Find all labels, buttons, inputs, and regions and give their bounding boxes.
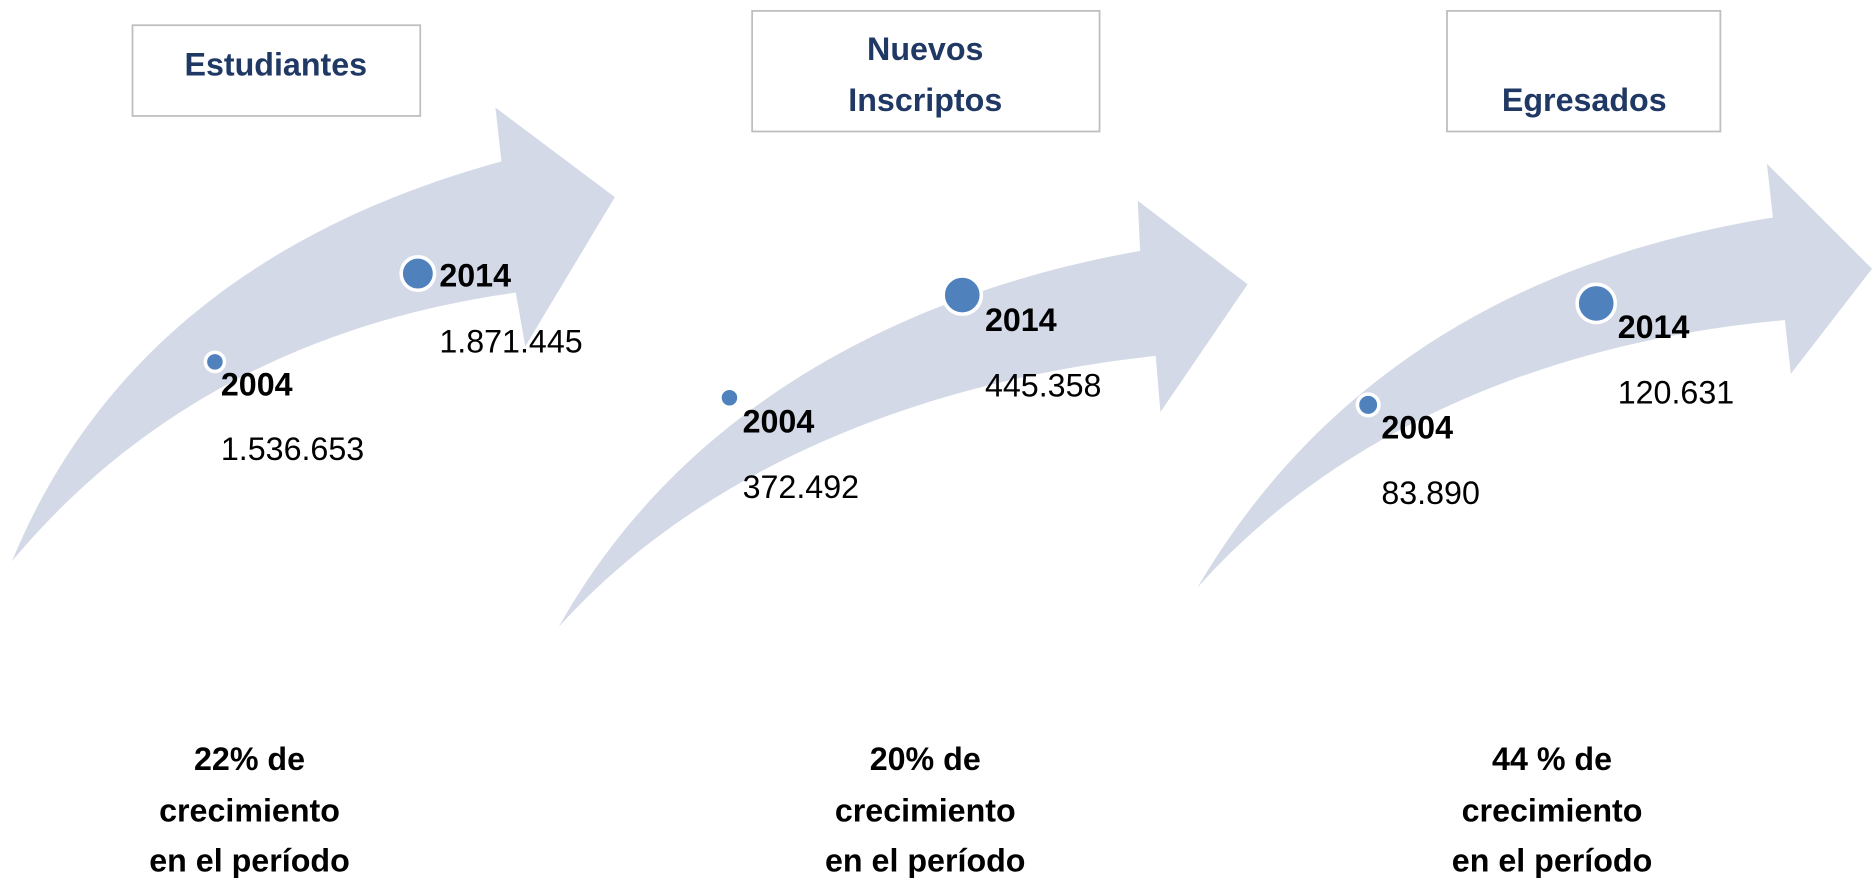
growth: crecimiento xyxy=(159,793,340,829)
panel-title: Estudiantes xyxy=(184,46,367,82)
year: 2004 xyxy=(743,403,815,439)
value: 445.358 xyxy=(985,368,1101,404)
growth: 44 % de xyxy=(1492,741,1612,777)
title-box xyxy=(751,10,1101,133)
arrow xyxy=(1197,163,1872,588)
title-box xyxy=(131,24,422,117)
panel: Estudiantes 2004 1.536.653 2014 1.871.44… xyxy=(11,24,615,879)
arrow xyxy=(11,107,615,562)
year: 2014 xyxy=(439,258,511,294)
growth: en el período xyxy=(149,843,350,879)
year: 2014 xyxy=(1618,309,1690,345)
panel-title: Inscriptos xyxy=(848,82,1002,118)
growth: 20% de xyxy=(870,741,981,777)
arrow xyxy=(558,200,1248,627)
dot xyxy=(1355,392,1381,418)
panel: Egresados 2004 83.890 2014 120.631 44 % … xyxy=(1197,10,1872,879)
dot xyxy=(203,350,227,374)
dot xyxy=(941,274,984,316)
panel-title: Egresados xyxy=(1502,82,1667,118)
year: 2004 xyxy=(221,366,293,402)
dot xyxy=(399,255,437,293)
value: 83.890 xyxy=(1381,475,1480,511)
year: 2004 xyxy=(1381,409,1453,445)
value: 1.871.445 xyxy=(439,323,582,359)
dot xyxy=(1575,282,1618,325)
year: 2014 xyxy=(985,302,1057,338)
dot xyxy=(718,386,741,410)
growth: en el período xyxy=(1452,843,1653,879)
value: 1.536.653 xyxy=(221,431,364,467)
growth: en el período xyxy=(825,843,1026,879)
value: 120.631 xyxy=(1618,375,1734,411)
title-box xyxy=(1446,10,1722,133)
value: 372.492 xyxy=(743,469,859,505)
growth: crecimiento xyxy=(835,793,1016,829)
panel: Nuevos Inscriptos 2004 372.492 2014 445.… xyxy=(558,10,1248,879)
growth: 22% de xyxy=(194,741,305,777)
panel-title: Nuevos xyxy=(867,31,983,67)
growth: crecimiento xyxy=(1462,793,1643,829)
